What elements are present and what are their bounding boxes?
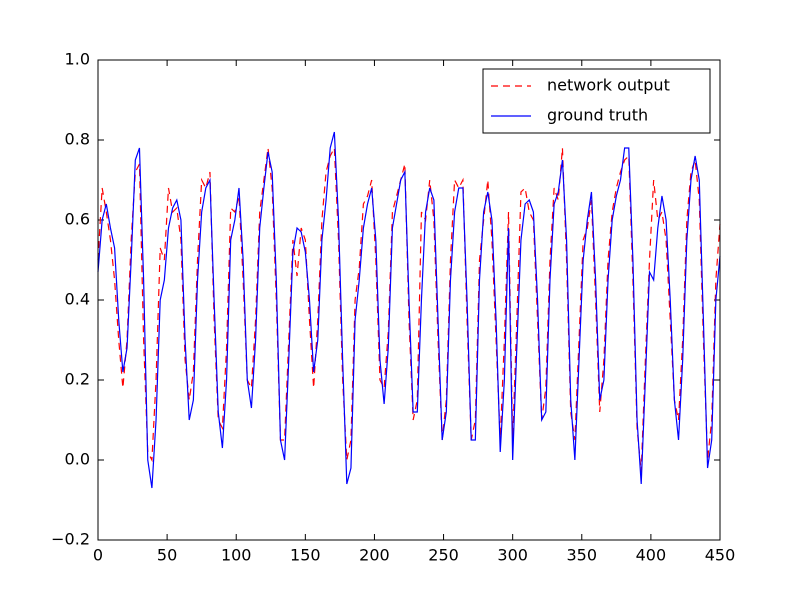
x-tick-label: 100 xyxy=(221,546,252,565)
y-tick-label: −0.2 xyxy=(51,530,90,549)
y-tick-label: 0.2 xyxy=(65,370,90,389)
x-tick-label: 0 xyxy=(93,546,103,565)
y-tick-label: 0.4 xyxy=(65,290,90,309)
x-tick-label: 200 xyxy=(359,546,390,565)
y-tick-label: 0.6 xyxy=(65,210,90,229)
legend-label: network output xyxy=(547,76,670,95)
x-tick-label: 400 xyxy=(636,546,667,565)
y-tick-label: 0.0 xyxy=(65,450,90,469)
legend-label: ground truth xyxy=(547,106,648,125)
x-tick-label: 250 xyxy=(428,546,459,565)
y-tick-label: 0.8 xyxy=(65,130,90,149)
legend-box xyxy=(482,68,711,134)
series-line xyxy=(97,145,721,473)
y-tick-label: 1.0 xyxy=(65,50,90,69)
x-tick-label: 300 xyxy=(497,546,528,565)
series-line xyxy=(97,131,721,489)
x-tick-label: 350 xyxy=(567,546,598,565)
x-tick-label: 450 xyxy=(705,546,736,565)
plot-frame xyxy=(97,59,721,541)
x-tick-label: 50 xyxy=(157,546,177,565)
x-tick-label: 150 xyxy=(290,546,321,565)
